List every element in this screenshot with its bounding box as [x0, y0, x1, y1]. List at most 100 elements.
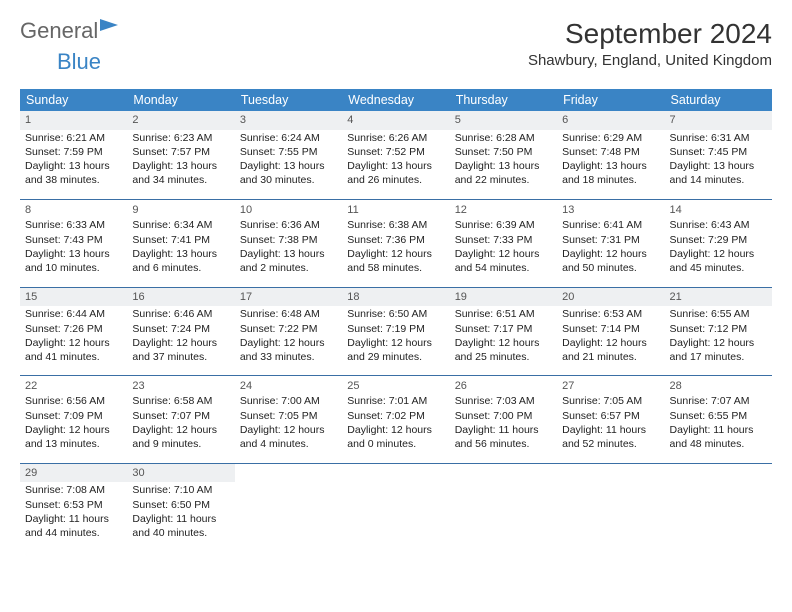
- sunset-line: Sunset: 7:55 PM: [240, 145, 337, 159]
- calendar-cell: [450, 463, 557, 551]
- daylight-line: Daylight: 12 hours and 54 minutes.: [455, 247, 552, 275]
- sunset-line: Sunset: 7:19 PM: [347, 322, 444, 336]
- day-number: 16: [127, 288, 234, 307]
- sunset-line: Sunset: 7:45 PM: [670, 145, 767, 159]
- sunrise-line: Sunrise: 7:03 AM: [455, 394, 552, 408]
- title-block: September 2024 Shawbury, England, United…: [528, 18, 772, 69]
- sunset-line: Sunset: 7:02 PM: [347, 409, 444, 423]
- daylight-line: Daylight: 12 hours and 50 minutes.: [562, 247, 659, 275]
- calendar-cell: 23Sunrise: 6:58 AMSunset: 7:07 PMDayligh…: [127, 375, 234, 463]
- calendar-cell: 11Sunrise: 6:38 AMSunset: 7:36 PMDayligh…: [342, 199, 449, 287]
- sunrise-line: Sunrise: 6:41 AM: [562, 218, 659, 232]
- daylight-line: Daylight: 12 hours and 9 minutes.: [132, 423, 229, 451]
- col-thursday: Thursday: [450, 89, 557, 111]
- day-number: 3: [235, 111, 342, 130]
- calendar-cell: 21Sunrise: 6:55 AMSunset: 7:12 PMDayligh…: [665, 287, 772, 375]
- sunset-line: Sunset: 7:38 PM: [240, 233, 337, 247]
- sunset-line: Sunset: 7:00 PM: [455, 409, 552, 423]
- sunset-line: Sunset: 7:48 PM: [562, 145, 659, 159]
- daylight-line: Daylight: 13 hours and 14 minutes.: [670, 159, 767, 187]
- calendar-row: 1Sunrise: 6:21 AMSunset: 7:59 PMDaylight…: [20, 111, 772, 199]
- calendar-header-row: Sunday Monday Tuesday Wednesday Thursday…: [20, 89, 772, 111]
- daylight-line: Daylight: 11 hours and 48 minutes.: [670, 423, 767, 451]
- sunset-line: Sunset: 7:31 PM: [562, 233, 659, 247]
- calendar-cell: 27Sunrise: 7:05 AMSunset: 6:57 PMDayligh…: [557, 375, 664, 463]
- daylight-line: Daylight: 11 hours and 56 minutes.: [455, 423, 552, 451]
- sunrise-line: Sunrise: 7:07 AM: [670, 394, 767, 408]
- day-number: 28: [670, 379, 767, 394]
- calendar-cell: 4Sunrise: 6:26 AMSunset: 7:52 PMDaylight…: [342, 111, 449, 199]
- calendar-row: 15Sunrise: 6:44 AMSunset: 7:26 PMDayligh…: [20, 287, 772, 375]
- sunrise-line: Sunrise: 6:36 AM: [240, 218, 337, 232]
- day-number: 9: [132, 203, 229, 218]
- sunset-line: Sunset: 7:26 PM: [25, 322, 122, 336]
- sunrise-line: Sunrise: 6:31 AM: [670, 131, 767, 145]
- day-number: 17: [235, 288, 342, 307]
- day-number: 27: [562, 379, 659, 394]
- sunrise-line: Sunrise: 7:08 AM: [25, 483, 122, 497]
- day-number: 13: [562, 203, 659, 218]
- sunrise-line: Sunrise: 7:10 AM: [132, 483, 229, 497]
- calendar-cell: 6Sunrise: 6:29 AMSunset: 7:48 PMDaylight…: [557, 111, 664, 199]
- calendar-cell: [342, 463, 449, 551]
- sunset-line: Sunset: 7:12 PM: [670, 322, 767, 336]
- sunrise-line: Sunrise: 6:50 AM: [347, 307, 444, 321]
- calendar-cell: 9Sunrise: 6:34 AMSunset: 7:41 PMDaylight…: [127, 199, 234, 287]
- calendar-cell: 15Sunrise: 6:44 AMSunset: 7:26 PMDayligh…: [20, 287, 127, 375]
- calendar-cell: 17Sunrise: 6:48 AMSunset: 7:22 PMDayligh…: [235, 287, 342, 375]
- day-number: 26: [455, 379, 552, 394]
- daylight-line: Daylight: 12 hours and 37 minutes.: [132, 336, 229, 364]
- col-wednesday: Wednesday: [342, 89, 449, 111]
- daylight-line: Daylight: 12 hours and 13 minutes.: [25, 423, 122, 451]
- sunrise-line: Sunrise: 6:55 AM: [670, 307, 767, 321]
- sunset-line: Sunset: 7:36 PM: [347, 233, 444, 247]
- calendar-cell: 18Sunrise: 6:50 AMSunset: 7:19 PMDayligh…: [342, 287, 449, 375]
- calendar-cell: 5Sunrise: 6:28 AMSunset: 7:50 PMDaylight…: [450, 111, 557, 199]
- day-number: 29: [20, 464, 127, 483]
- daylight-line: Daylight: 12 hours and 33 minutes.: [240, 336, 337, 364]
- daylight-line: Daylight: 13 hours and 22 minutes.: [455, 159, 552, 187]
- calendar-cell: [235, 463, 342, 551]
- day-number: 11: [347, 203, 444, 218]
- calendar-cell: [557, 463, 664, 551]
- sunrise-line: Sunrise: 6:43 AM: [670, 218, 767, 232]
- sunset-line: Sunset: 7:24 PM: [132, 322, 229, 336]
- calendar-cell: 1Sunrise: 6:21 AMSunset: 7:59 PMDaylight…: [20, 111, 127, 199]
- calendar-cell: 30Sunrise: 7:10 AMSunset: 6:50 PMDayligh…: [127, 463, 234, 551]
- calendar-cell: 16Sunrise: 6:46 AMSunset: 7:24 PMDayligh…: [127, 287, 234, 375]
- calendar-cell: 14Sunrise: 6:43 AMSunset: 7:29 PMDayligh…: [665, 199, 772, 287]
- sunset-line: Sunset: 6:55 PM: [670, 409, 767, 423]
- sunrise-line: Sunrise: 7:05 AM: [562, 394, 659, 408]
- calendar-cell: 25Sunrise: 7:01 AMSunset: 7:02 PMDayligh…: [342, 375, 449, 463]
- daylight-line: Daylight: 12 hours and 21 minutes.: [562, 336, 659, 364]
- calendar-cell: 19Sunrise: 6:51 AMSunset: 7:17 PMDayligh…: [450, 287, 557, 375]
- calendar-cell: 7Sunrise: 6:31 AMSunset: 7:45 PMDaylight…: [665, 111, 772, 199]
- sunrise-line: Sunrise: 6:29 AM: [562, 131, 659, 145]
- sunrise-line: Sunrise: 6:56 AM: [25, 394, 122, 408]
- sunrise-line: Sunrise: 6:58 AM: [132, 394, 229, 408]
- sunrise-line: Sunrise: 6:46 AM: [132, 307, 229, 321]
- sunrise-line: Sunrise: 6:26 AM: [347, 131, 444, 145]
- sunrise-line: Sunrise: 6:53 AM: [562, 307, 659, 321]
- sunset-line: Sunset: 7:52 PM: [347, 145, 444, 159]
- daylight-line: Daylight: 13 hours and 10 minutes.: [25, 247, 122, 275]
- calendar-cell: 3Sunrise: 6:24 AMSunset: 7:55 PMDaylight…: [235, 111, 342, 199]
- daylight-line: Daylight: 11 hours and 40 minutes.: [132, 512, 229, 540]
- daylight-line: Daylight: 13 hours and 18 minutes.: [562, 159, 659, 187]
- sunrise-line: Sunrise: 6:24 AM: [240, 131, 337, 145]
- daylight-line: Daylight: 12 hours and 45 minutes.: [670, 247, 767, 275]
- sunrise-line: Sunrise: 6:38 AM: [347, 218, 444, 232]
- day-number: 1: [20, 111, 127, 130]
- sunset-line: Sunset: 7:59 PM: [25, 145, 122, 159]
- sunrise-line: Sunrise: 6:51 AM: [455, 307, 552, 321]
- day-number: 30: [127, 464, 234, 483]
- col-tuesday: Tuesday: [235, 89, 342, 111]
- day-number: 7: [665, 111, 772, 130]
- logo-text-2: Blue: [57, 49, 101, 74]
- sunset-line: Sunset: 7:29 PM: [670, 233, 767, 247]
- sunset-line: Sunset: 7:14 PM: [562, 322, 659, 336]
- daylight-line: Daylight: 12 hours and 58 minutes.: [347, 247, 444, 275]
- sunset-line: Sunset: 7:07 PM: [132, 409, 229, 423]
- daylight-line: Daylight: 12 hours and 4 minutes.: [240, 423, 337, 451]
- daylight-line: Daylight: 12 hours and 25 minutes.: [455, 336, 552, 364]
